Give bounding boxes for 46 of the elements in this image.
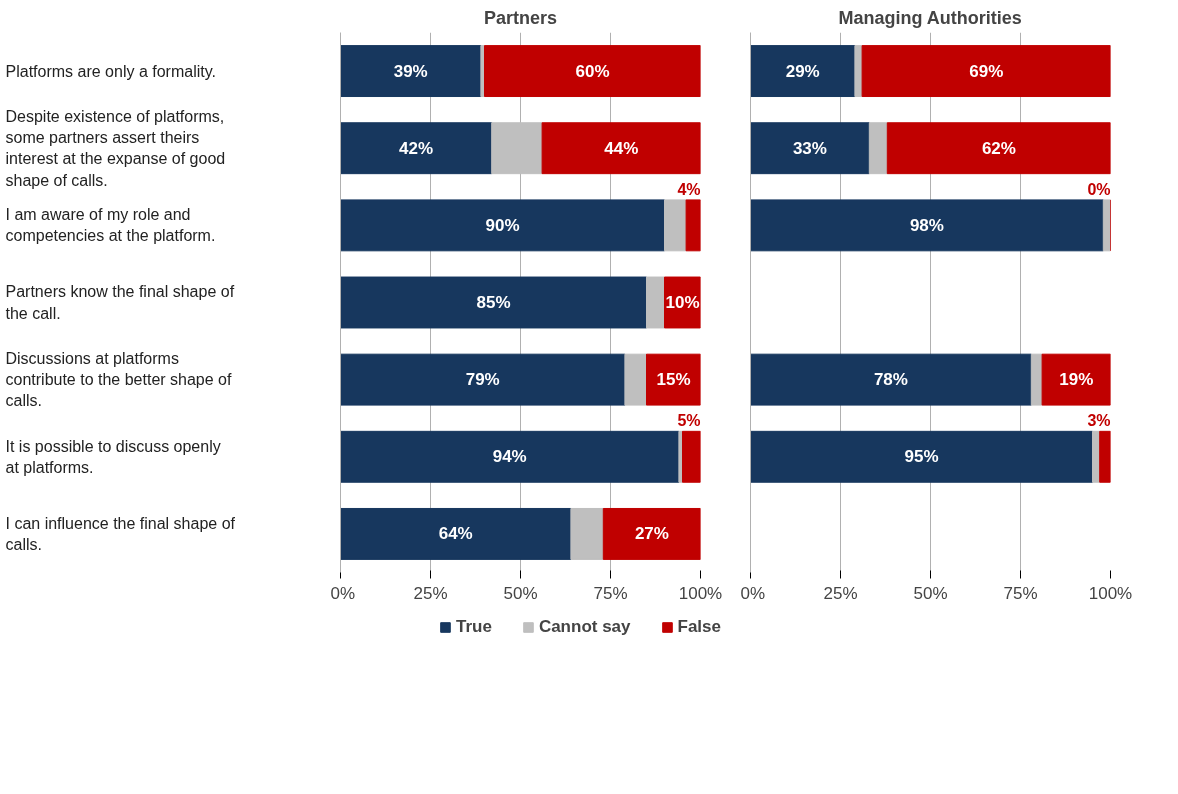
x-tick-label: 50% [503,583,538,603]
x-tick-label: 25% [823,583,858,603]
data-label: 10% [665,293,700,312]
y-tick-label: Partners know the final shape of the call. [5,283,235,322]
data-label: 79% [465,370,500,390]
data-label: 90% [485,215,520,235]
data-label: 85% [476,293,511,312]
data-label: 62% [981,138,1016,158]
y-tick-label: Despite existence of platforms, some partners assert theirs interest at the expanse of good shape of calls. [5,107,226,189]
data-label: 94% [492,447,527,467]
y-tick-label: I can influence the final shape of calls. [5,514,236,554]
data-label: 64% [438,524,473,544]
data-label: 39% [393,61,428,81]
data-label: 0% [1087,180,1111,198]
data-label: 5% [677,412,701,430]
data-label: 4% [677,180,701,198]
chart-title: Partners [483,7,558,28]
data-label: 42% [399,138,434,158]
data-label: 60% [575,61,610,81]
x-tick-label: 100% [1088,583,1133,603]
x-tick-label: 0% [740,583,766,603]
legend-label: Cannot say [538,617,631,637]
legend-label: False [677,617,722,637]
x-tick-label: 100% [678,583,723,603]
x-tick-label: 25% [413,583,448,603]
y-tick-label: It is possible to discuss openly at platforms. [5,437,221,476]
x-tick-label: 75% [1003,583,1038,603]
data-label: 98% [909,215,944,235]
data-label: 29% [785,61,820,81]
x-tick-label: 50% [913,583,948,603]
data-label: 27% [634,524,669,544]
data-label: 95% [904,447,939,467]
data-label: 44% [604,138,639,158]
y-tick-label: Platforms are only a formality. [5,62,216,80]
y-tick-label: I am aware of my role and competencies at the platform. [5,206,216,245]
x-tick-label: 75% [593,583,628,603]
data-label: 15% [656,370,691,390]
data-label: 69% [969,61,1004,81]
x-tick-label: 0% [330,583,356,603]
data-label: 19% [1059,370,1094,390]
data-label: 78% [873,370,908,390]
legend-label: True [455,617,492,637]
y-tick-label: Discussions at platforms contribute to the better shape of calls. [5,349,232,410]
data-label: 3% [1087,412,1111,430]
data-label: 33% [792,138,827,158]
chart-title: Managing Authorities [838,7,1022,28]
